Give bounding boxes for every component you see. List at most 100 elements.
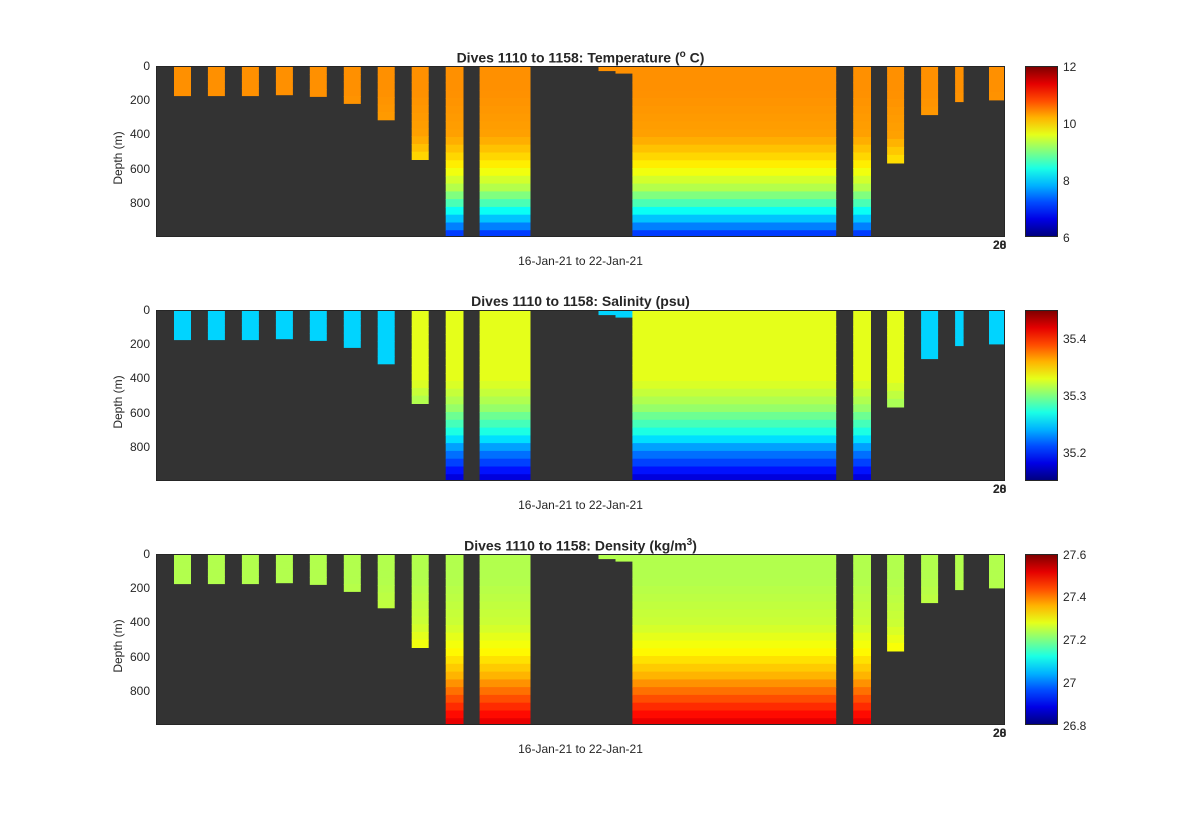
heatmap-cell [853, 365, 871, 374]
heatmap-cell [445, 632, 464, 642]
heatmap-cell [411, 349, 429, 358]
heatmap-cell [377, 311, 395, 320]
colorbar [1025, 310, 1058, 481]
heatmap-cell [479, 373, 531, 382]
profile-column [853, 555, 871, 724]
x-tick: 28 [993, 238, 1007, 252]
profile-column [479, 555, 531, 724]
heatmap-cell [377, 97, 395, 106]
heatmap-cell [445, 388, 464, 398]
heatmap-cell [445, 718, 464, 724]
profile-column [174, 67, 191, 97]
heatmap-cell [479, 152, 531, 161]
colorbar-tick: 27.2 [1063, 633, 1087, 647]
heatmap-cell [632, 74, 837, 84]
heatmap-cell [309, 569, 327, 578]
heatmap-cell [411, 90, 429, 99]
heatmap-cell [309, 325, 327, 334]
heatmap-cell [955, 84, 964, 94]
heatmap-cell [632, 90, 837, 99]
heatmap-cell [632, 199, 837, 208]
heatmap-cell [479, 160, 531, 169]
heatmap-cell [853, 342, 871, 351]
profile-column [615, 311, 633, 318]
heatmap-cell [309, 318, 327, 327]
heatmap-cell [479, 144, 531, 154]
heatmap-cell [853, 435, 871, 444]
profile-column [479, 67, 531, 236]
heatmap-cell [479, 412, 531, 421]
heatmap-cell [853, 617, 871, 626]
heatmap-plot [156, 310, 1005, 481]
heatmap-cell [989, 75, 1004, 84]
heatmap-cell [989, 571, 1004, 581]
title-end: ) [692, 537, 697, 554]
heatmap-cell [921, 342, 939, 352]
heatmap-cell [174, 67, 191, 75]
heatmap-cell [343, 576, 361, 585]
heatmap-cell [479, 466, 531, 475]
profile-column [309, 311, 327, 341]
heatmap-cell [479, 640, 531, 649]
heatmap-cell [241, 332, 259, 341]
heatmap-cell [479, 648, 531, 657]
heatmap-cell [479, 105, 531, 115]
heatmap-cell [445, 404, 464, 413]
heatmap-cell [887, 366, 905, 376]
heatmap-cell [445, 365, 464, 374]
heatmap-cell [632, 388, 837, 398]
heatmap-cell [445, 640, 464, 649]
heatmap-cell [445, 562, 464, 572]
heatmap-cell [411, 639, 429, 648]
heatmap-cell [853, 625, 871, 634]
heatmap-cell [411, 395, 429, 404]
heatmap-cell [632, 679, 837, 688]
heatmap-cell [479, 458, 531, 468]
heatmap-cell [343, 318, 361, 327]
heatmap-cell [479, 168, 531, 177]
salinity-panel: Dives 1110 to 1158: Salinity (psu) Depth… [0, 293, 1200, 544]
heatmap-cell [445, 98, 464, 107]
profile-column [377, 67, 395, 121]
profile-column [887, 555, 905, 652]
heatmap-cell [853, 357, 871, 366]
heatmap-cell [955, 319, 964, 329]
heatmap-cell [853, 694, 871, 704]
y-tick: 800 [129, 684, 150, 698]
profile-column [921, 311, 939, 360]
heatmap-cell [479, 82, 531, 91]
heatmap-cell [853, 663, 871, 673]
heatmap-cell [479, 427, 531, 436]
heatmap-cell [921, 350, 939, 360]
heatmap-cell [445, 710, 464, 719]
heatmap-cell [479, 121, 531, 130]
heatmap-cell [445, 206, 464, 216]
heatmap-cell [989, 67, 1004, 76]
profile-column [411, 311, 429, 404]
profile-column [615, 555, 633, 562]
heatmap-cell [445, 113, 464, 122]
heatmap-cell [853, 427, 871, 436]
heatmap-cell [632, 168, 837, 177]
heatmap-cell [174, 325, 191, 333]
profile-column [989, 311, 1004, 345]
heatmap-cell [445, 326, 464, 335]
heatmap-cell [955, 336, 964, 347]
x-tick: 28 [993, 482, 1007, 496]
heatmap-cell [479, 206, 531, 216]
heatmap-cell [887, 618, 905, 628]
heatmap-cell [887, 67, 905, 76]
heatmap-cell [632, 349, 837, 359]
heatmap-cell [887, 319, 905, 328]
profile-column [343, 555, 361, 592]
heatmap-cell [921, 562, 939, 572]
heatmap-cell [853, 404, 871, 413]
heatmap-cell [632, 435, 837, 444]
colorbar-tick: 10 [1063, 117, 1077, 131]
heatmap-cell [887, 138, 905, 148]
profile-column [275, 555, 293, 584]
heatmap-cell [921, 555, 939, 564]
heatmap-cell [632, 381, 837, 390]
heatmap-cell [887, 374, 905, 384]
heatmap-cell [632, 466, 837, 475]
